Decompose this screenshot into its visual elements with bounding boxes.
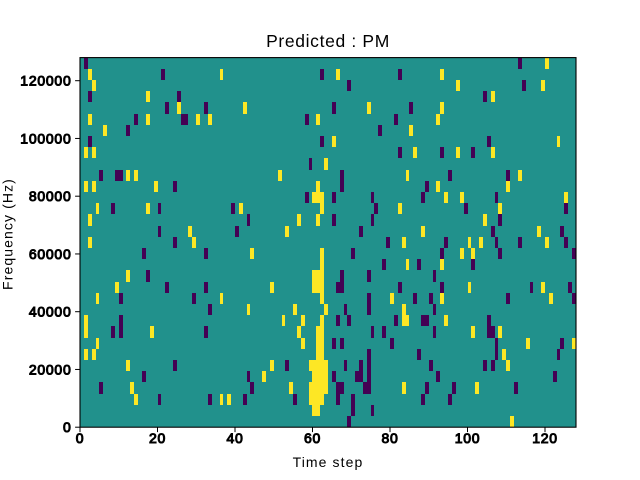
svg-text:40: 40 [226,430,243,446]
svg-text:0: 0 [63,419,72,435]
svg-text:60000: 60000 [29,246,72,262]
svg-text:100000: 100000 [20,130,71,146]
svg-text:120: 120 [532,430,558,446]
svg-text:80000: 80000 [29,188,72,204]
svg-text:100: 100 [455,430,481,446]
svg-text:Frequency (Hz): Frequency (Hz) [0,178,16,290]
svg-text:0: 0 [76,430,85,446]
svg-text:20: 20 [149,430,166,446]
svg-text:20000: 20000 [29,361,72,377]
svg-text:80: 80 [381,430,398,446]
svg-text:Time step: Time step [293,454,364,470]
svg-text:60: 60 [304,430,321,446]
svg-text:40000: 40000 [29,304,72,320]
svg-text:Predicted : PM: Predicted : PM [266,31,390,51]
svg-text:120000: 120000 [20,73,71,89]
